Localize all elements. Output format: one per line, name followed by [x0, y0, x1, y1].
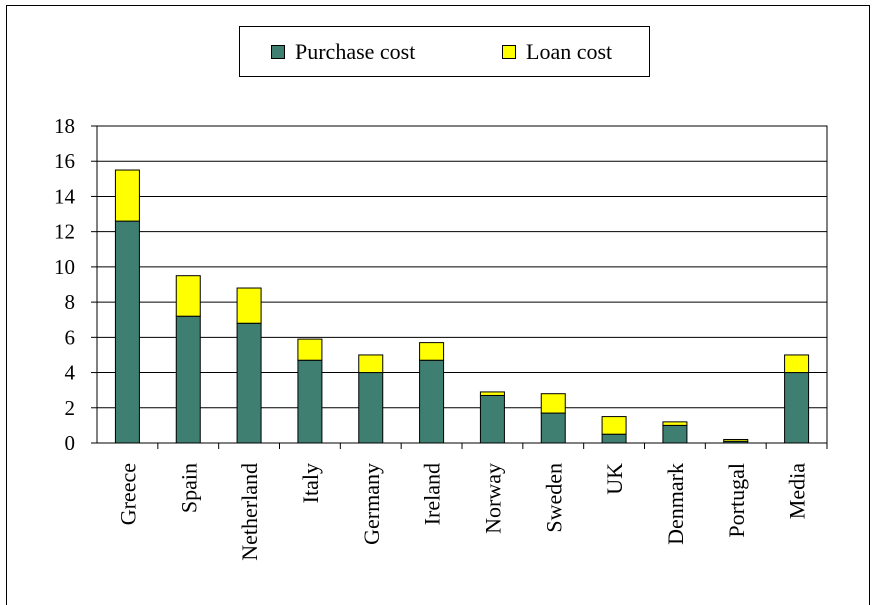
bar-loan [662, 421, 688, 426]
bar-purchase [540, 412, 566, 444]
legend-label-purchase: Purchase cost [295, 38, 416, 64]
bar-purchase [114, 220, 140, 444]
bar-loan [784, 354, 810, 374]
legend-swatch-purchase [271, 44, 285, 59]
legend: Purchase cost Loan cost [239, 26, 650, 77]
x-tick-label: Media [785, 463, 810, 519]
x-tick-label: Denmark [663, 463, 688, 545]
bar-purchase [601, 433, 627, 444]
y-tick-label: 0 [65, 431, 76, 455]
bar-loan [479, 391, 505, 396]
legend-swatch-loan [502, 44, 516, 59]
x-tick-label: Norway [480, 463, 505, 534]
bar-loan [175, 275, 201, 317]
y-tick-label: 6 [65, 325, 76, 349]
bar-loan [236, 287, 262, 324]
y-tick-label: 12 [54, 220, 75, 244]
x-tick-label: Spain [176, 463, 201, 513]
chart-frame [6, 5, 870, 605]
y-tick-label: 14 [54, 184, 76, 208]
bar-loan [601, 416, 627, 435]
x-tick-label: UK [602, 463, 627, 495]
y-tick-label: 10 [54, 255, 75, 279]
bar-loan [540, 393, 566, 414]
x-tick-label: Portugal [724, 463, 749, 538]
x-tick-label: Italy [298, 463, 323, 503]
bar-loan [419, 342, 445, 361]
legend-item-purchase: Purchase cost [271, 27, 415, 76]
bar-loan [358, 354, 384, 374]
bar-purchase [662, 424, 688, 444]
x-tick-label: Germany [359, 463, 384, 545]
x-tick-label: Ireland [420, 463, 445, 525]
bar-purchase [419, 359, 445, 444]
y-tick-label: 16 [54, 149, 75, 173]
y-tick-label: 8 [65, 290, 76, 314]
x-tick-label: Sweden [541, 463, 566, 533]
bar-purchase [236, 322, 262, 444]
y-tick-label: 2 [65, 396, 76, 420]
y-tick-label: 18 [54, 114, 75, 138]
bar-purchase [479, 394, 505, 444]
bar-purchase [175, 315, 201, 444]
bar-purchase [784, 372, 810, 444]
legend-label-loan: Loan cost [526, 38, 613, 64]
bar-purchase [297, 359, 323, 444]
x-tick-label: Greece [115, 463, 140, 525]
x-tick-label: Netherland [237, 463, 262, 561]
bar-loan [723, 438, 749, 442]
bar-loan [114, 169, 140, 222]
plot-area [96, 125, 828, 444]
bar-purchase [358, 372, 384, 444]
bar-loan [297, 338, 323, 361]
y-tick-label: 4 [65, 361, 76, 385]
legend-item-loan: Loan cost [502, 27, 612, 76]
